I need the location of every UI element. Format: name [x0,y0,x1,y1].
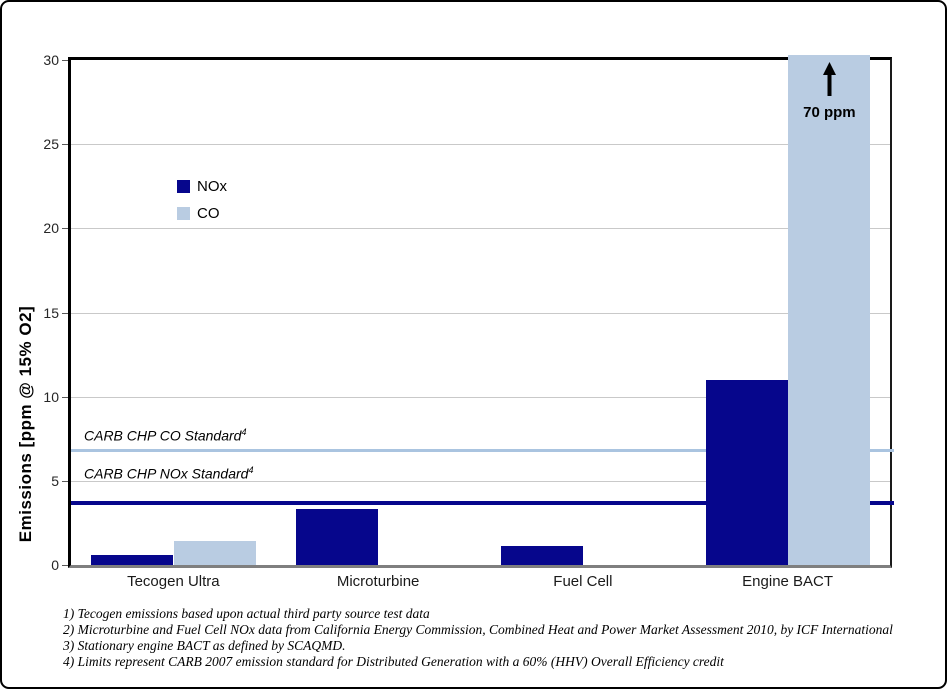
y-tick-mark-10 [62,396,71,398]
y-tick-mark-15 [62,312,71,314]
y-axis-tick-labels: 0 5 10 15 20 25 30 [2,52,59,573]
legend-label-co: CO [197,204,220,222]
y-tick-mark-20 [62,228,71,230]
y-tick-label-0: 0 [51,557,59,573]
gridline-15 [71,312,890,314]
y-tick-label-30: 30 [43,52,59,68]
bar-co-tecogen-ultra [174,541,257,565]
y-tick-mark-0 [62,565,71,566]
y-tick-mark-30 [62,60,71,61]
ref-line-1 [71,500,894,505]
x-category-label-fuel-cell: Fuel Cell [553,573,613,590]
y-tick-label-10: 10 [43,388,59,405]
y-axis-tick-marks [62,60,71,566]
footnote-1: 1) Tecogen emissions based upon actual t… [63,606,430,621]
legend-entry-nox: NOx [177,177,227,195]
bars-layer: 70 ppm [71,55,890,565]
gridline-5 [71,480,890,482]
category-slot-tecogen-ultra [71,60,276,565]
gridline-20 [71,228,890,230]
y-tick-mark-25 [62,144,71,146]
legend-label-nox: NOx [197,177,227,195]
legend: NOx CO [177,178,227,232]
bar-nox-tecogen-ultra [91,554,174,565]
footnotes: 1) Tecogen emissions based upon actual t… [63,606,938,670]
clipped-bar-annotation: 70 ppm [788,62,870,121]
x-category-label-tecogen-ultra: Tecogen Ultra [127,573,220,590]
x-category-label-engine-bact: Engine BACT [742,573,834,590]
y-tick-label-20: 20 [43,220,59,237]
plot-area: 70 ppm CARB CHP CO Standard4 CARB CHP NOx… [68,55,894,568]
gridline-10 [71,396,890,398]
category-slot-microturbine [276,60,481,565]
legend-entry-co: CO [177,204,227,222]
footnote-3: 3) Stationary engine BACT as defined by … [63,638,346,653]
bar-co-engine-bact: 70 ppm [788,55,871,565]
bar-nox-microturbine [296,509,379,565]
clipped-bar-value-label: 70 ppm [803,104,856,121]
ref-line-label-0: CARB CHP CO Standard4 [84,426,247,444]
bar-nox-fuel-cell [500,546,583,565]
y-tick-label-15: 15 [43,304,59,321]
bar-nox-engine-bact [705,379,788,565]
y-tick-mark-5 [62,480,71,482]
up-arrow-icon [822,62,836,96]
legend-swatch-nox-icon [177,179,190,193]
footnote-2: 2) Microturbine and Fuel Cell NOx data f… [63,622,893,637]
legend-swatch-co-icon [177,206,190,220]
category-slot-fuel-cell [481,60,686,565]
y-tick-label-5: 5 [51,472,59,489]
y-tick-label-25: 25 [43,136,59,153]
ref-line-0 [71,449,894,453]
x-category-label-microturbine: Microturbine [336,573,420,590]
gridline-25 [71,144,890,146]
category-slot-engine-bact: 70 ppm [685,55,890,565]
footnote-4: 4) Limits represent CARB 2007 emission s… [63,654,724,669]
ref-line-label-1: CARB CHP NOx Standard4 [84,465,254,482]
x-axis-category-labels: Tecogen Ultra Microturbine Fuel Cell Engine… [71,573,890,593]
